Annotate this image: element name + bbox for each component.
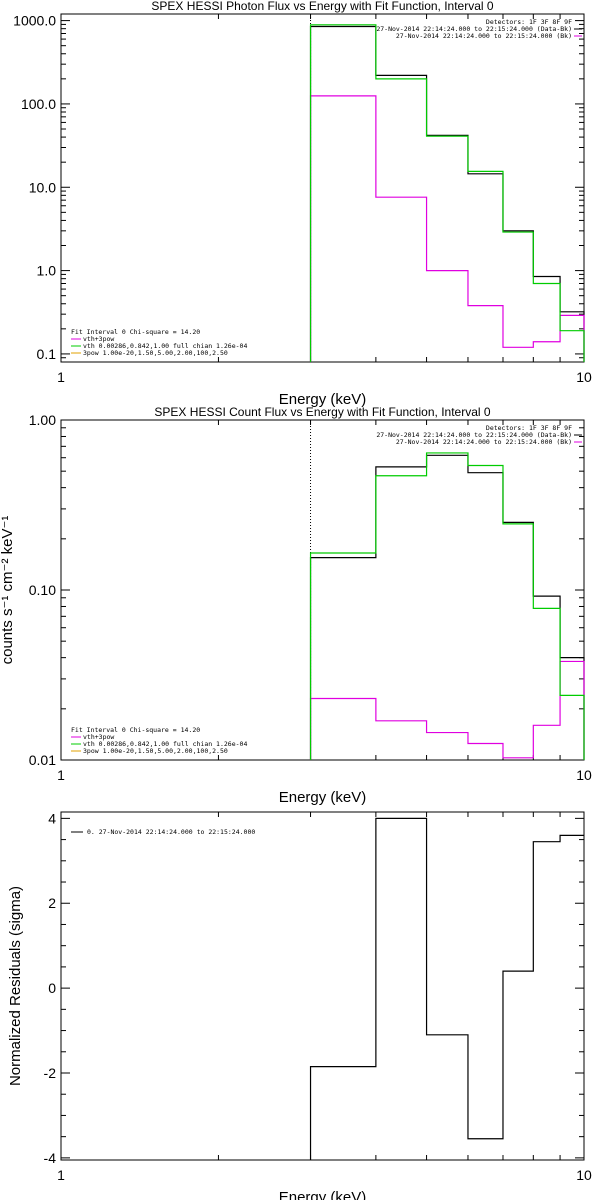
photon-title: SPEX HESSI Photon Flux vs Energy with Fi… (151, 0, 493, 13)
count-info-line: 27-Nov-2014 22:14:24.000 to 22:15:24.000… (376, 431, 572, 439)
photon-x-tick-label: 10 (576, 369, 592, 385)
count-y-tick-label: 1.00 (29, 412, 56, 428)
photon-series-vth-3pow (309, 24, 585, 362)
residuals-y-tick-label: -2 (44, 1065, 57, 1081)
photon-series-data-bk (309, 25, 585, 362)
count-title: SPEX HESSI Count Flux vs Energy with Fit… (154, 405, 490, 419)
residuals-y-tick-label: 4 (48, 810, 56, 826)
count-fit-legend-line: vth 0.00286,0.842,1.00 full chian 1.26e-… (83, 740, 247, 748)
count-fit-legend-line: Fit Interval 0 Chi-square = 14.20 (71, 726, 200, 734)
count-series-bk (309, 660, 585, 760)
count-info-line: Detectors: 1F 3F 8F 9F (486, 424, 572, 432)
photon-plot-frame (60, 13, 585, 363)
count-x-axis-label: Energy (keV) (279, 789, 367, 806)
photon-y-tick-label: 1000.0 (13, 13, 56, 29)
photon-fit-legend-line: vth 0.00286,0.842,1.00 full chian 1.26e-… (83, 342, 247, 350)
count-plot-frame (60, 419, 585, 761)
count-fit-legend-line: 3pow 1.00e-20,1.50,5.00,2.00,100,2.50 (83, 747, 228, 755)
photon-fit-legend-line: 3pow 1.00e-20,1.50,5.00,2.00,100,2.50 (83, 349, 228, 357)
photon-info-line: 27-Nov-2014 22:14:24.000 to 22:15:24.000… (396, 32, 572, 40)
count-y-tick-label: 0.10 (29, 582, 56, 598)
residuals-x-axis-label: Energy (keV) (279, 1189, 367, 1200)
photon-y-tick-label: 1.0 (37, 263, 57, 279)
photon-info-line: 27-Nov-2014 22:14:24.000 to 22:15:24.000… (376, 25, 572, 33)
count-x-tick-label: 1 (57, 767, 65, 783)
count-series-vth-3pow (309, 452, 585, 760)
photon-fit-legend-line: vth+3pow (83, 335, 114, 343)
photon-y-tick-label: 0.1 (37, 346, 57, 362)
residuals-y-axis-label: Normalized Residuals (sigma) (7, 886, 24, 1086)
count-y-axis-label: counts s⁻¹ cm⁻² keV⁻¹ (0, 516, 16, 665)
count-x-tick-label: 10 (576, 767, 592, 783)
residuals-x-tick-label: 10 (576, 1167, 592, 1183)
photon-y-tick-label: 100.0 (21, 96, 56, 112)
count-y-tick-label: 0.01 (29, 752, 56, 768)
photon-y-tick-label: 10.0 (29, 179, 56, 195)
residuals-plot-frame (60, 811, 585, 1161)
residuals-series-residuals (309, 817, 584, 1160)
count-fit-legend-line: vth+3pow (83, 733, 114, 741)
photon-info-line: Detectors: 1F 3F 8F 9F (486, 18, 572, 26)
residuals-x-tick-label: 1 (57, 1167, 65, 1183)
count-info-line: 27-Nov-2014 22:14:24.000 to 22:15:24.000… (396, 438, 572, 446)
residuals-legend-text: 0. 27-Nov-2014 22:14:24.000 to 22:15:24.… (87, 828, 255, 836)
count-series-data-bk (309, 454, 585, 760)
photon-x-tick-label: 1 (57, 369, 65, 385)
residuals-y-tick-label: -4 (44, 1150, 57, 1166)
residuals-y-tick-label: 2 (48, 895, 56, 911)
residuals-y-tick-label: 0 (48, 980, 56, 996)
photon-x-axis-label: Energy (keV) (279, 391, 367, 408)
photon-fit-legend-line: Fit Interval 0 Chi-square = 14.20 (71, 328, 200, 336)
